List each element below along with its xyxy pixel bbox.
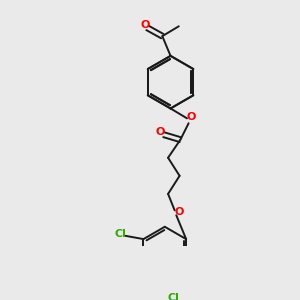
Text: O: O [140,20,150,30]
Text: O: O [174,207,183,217]
Text: O: O [155,127,164,137]
Text: Cl: Cl [115,229,126,239]
Text: O: O [186,112,196,122]
Text: Cl: Cl [167,293,179,300]
